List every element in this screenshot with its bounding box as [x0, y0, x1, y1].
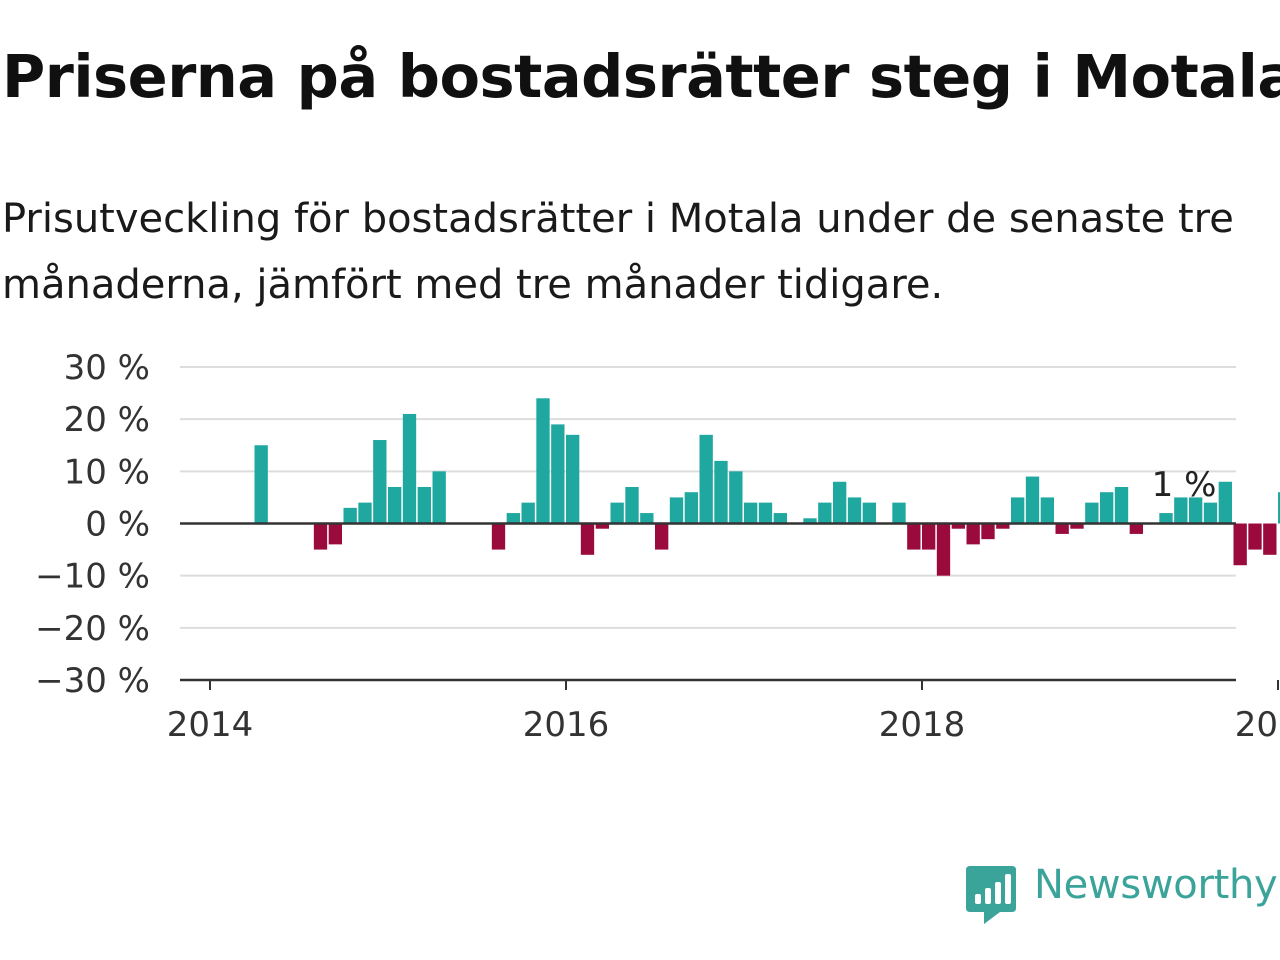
- bar: [1263, 523, 1277, 555]
- bar: [669, 497, 684, 524]
- bar: [1189, 497, 1203, 524]
- bar: [610, 502, 624, 524]
- bar: [1174, 497, 1188, 524]
- x-axis-tick-labels: 201420162018202020222024: [167, 705, 1280, 745]
- bar: [566, 434, 580, 524]
- bar: [1070, 523, 1084, 529]
- y-axis-tick-labels: 30 % 20 % 10 % 0 % −10 % −20 % −30 %: [35, 348, 150, 701]
- bar: [1040, 497, 1054, 524]
- brand-name: Newsworthy: [1034, 862, 1278, 908]
- bar: [818, 502, 832, 524]
- bar: [1233, 523, 1247, 566]
- bar: [625, 486, 639, 524]
- x-tick-label: 2020: [1235, 705, 1280, 745]
- bar: [373, 440, 387, 524]
- bar: [328, 523, 342, 545]
- bar: [714, 460, 728, 524]
- bar: [847, 497, 862, 524]
- bar: [758, 502, 773, 524]
- bar: [1248, 523, 1262, 550]
- bar: [1278, 492, 1280, 524]
- y-tick-label: 20 %: [64, 400, 150, 440]
- bar: [343, 507, 357, 524]
- bar: [580, 523, 595, 555]
- bar: [684, 492, 698, 524]
- bar: [521, 502, 535, 524]
- bar: [1025, 476, 1040, 524]
- bar: [773, 513, 787, 524]
- bar: [1159, 513, 1173, 524]
- bar: [1218, 481, 1232, 524]
- bar: [1055, 523, 1069, 534]
- bar: [417, 486, 431, 524]
- y-tick-label: 10 %: [64, 452, 150, 492]
- bar: [1085, 502, 1099, 524]
- y-tick-label: −10 %: [35, 557, 150, 597]
- x-tick-label: 2018: [879, 705, 966, 745]
- bar: [432, 471, 446, 524]
- bar: [506, 513, 520, 524]
- bar: [936, 523, 951, 576]
- bar-series: [254, 398, 1280, 576]
- last-value-label: 1 %: [1152, 465, 1217, 505]
- bar: [729, 471, 743, 524]
- x-tick-label: 2014: [167, 705, 254, 745]
- bar: [803, 518, 817, 524]
- bar: [981, 523, 995, 540]
- bar: [996, 523, 1010, 529]
- bar: [536, 398, 550, 524]
- bar: [862, 502, 876, 524]
- bar: [951, 523, 965, 529]
- bar: [1203, 502, 1218, 524]
- newsworthy-logo-icon: [966, 866, 1016, 924]
- bar: [655, 523, 669, 550]
- bar: [551, 424, 565, 524]
- bar: [922, 523, 936, 550]
- y-tick-label: −30 %: [35, 661, 150, 701]
- bar: [744, 502, 758, 524]
- bar-chart: 30 % 20 % 10 % 0 % −10 % −20 % −30 % 2014 2016 2…: [35, 348, 1280, 745]
- bar: [402, 413, 417, 524]
- y-tick-label: −20 %: [35, 609, 150, 649]
- bar: [1129, 523, 1143, 534]
- bar: [595, 523, 609, 529]
- bar: [640, 513, 654, 524]
- axes: [180, 522, 1279, 690]
- chart-title: Priserna på bostadsrätter steg i Motala: [2, 42, 1280, 111]
- bar: [1011, 497, 1025, 524]
- y-tick-label: 0 %: [85, 505, 150, 545]
- bar: [1100, 492, 1114, 524]
- bar: [313, 523, 328, 550]
- y-tick-label: 30 %: [64, 348, 150, 388]
- chart-subtitle: Prisutveckling för bostadsrätter i Motal…: [2, 196, 1234, 308]
- x-tick-label: 2016: [523, 705, 610, 745]
- bar: [388, 486, 402, 524]
- bar: [966, 523, 980, 545]
- bar: [699, 434, 713, 524]
- bar: [491, 523, 506, 550]
- bar: [892, 502, 906, 524]
- bar: [833, 481, 847, 524]
- bar: [358, 502, 372, 524]
- bar: [907, 523, 921, 550]
- bar: [254, 445, 268, 524]
- bar: [1114, 486, 1129, 524]
